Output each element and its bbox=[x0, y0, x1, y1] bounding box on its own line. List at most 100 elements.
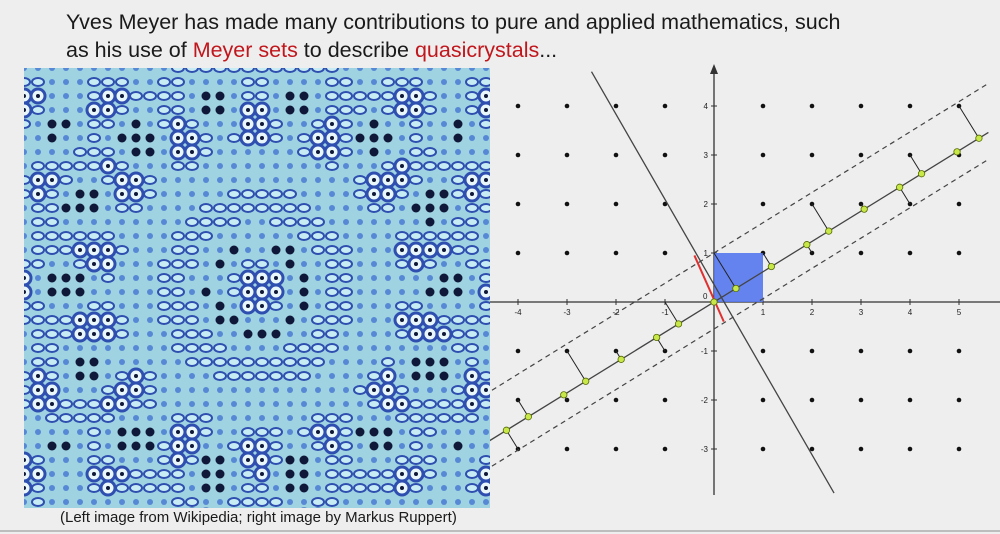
tiling-cell bbox=[31, 217, 45, 227]
tiling-blue-dot bbox=[357, 359, 363, 365]
tiling-blue-dot bbox=[161, 373, 167, 379]
tiling-cell bbox=[311, 68, 325, 73]
tiling-cell bbox=[199, 147, 213, 157]
lattice-point bbox=[564, 446, 570, 452]
tiling-dark-node bbox=[383, 133, 393, 143]
tiling-dark-node bbox=[439, 273, 449, 283]
tiling-blue-dot bbox=[371, 331, 377, 337]
tiling-blue-dot bbox=[231, 303, 237, 309]
tiling-blue-dot bbox=[231, 163, 237, 169]
tiling-blue-dot bbox=[203, 79, 209, 85]
tiling-cell bbox=[31, 329, 45, 339]
tiling-blue-dot bbox=[357, 303, 363, 309]
tiling-blue-dot bbox=[119, 457, 125, 463]
tiling-blue-dot bbox=[427, 68, 433, 71]
tiling-blue-dot bbox=[329, 219, 335, 225]
tiling-cell bbox=[24, 301, 31, 311]
tiling-blue-dot bbox=[371, 317, 377, 323]
tiling-blue-dot bbox=[217, 149, 223, 155]
tiling-cell bbox=[465, 413, 479, 423]
tiling-cell bbox=[269, 497, 283, 507]
tiling-cell bbox=[157, 105, 171, 115]
tiling-blue-dot bbox=[385, 317, 391, 323]
tiling-dark-node bbox=[355, 133, 365, 143]
tiling-dark-node bbox=[131, 427, 141, 437]
tiling-blue-dot bbox=[49, 93, 55, 99]
tiling-blue-dot bbox=[63, 93, 69, 99]
tiling-cell bbox=[157, 315, 171, 325]
tiling-cell bbox=[339, 273, 353, 283]
tiling-cell bbox=[171, 161, 185, 171]
tiling-blue-dot bbox=[77, 68, 83, 71]
tiling-blue-dot bbox=[427, 275, 433, 281]
tiling-blue-dot bbox=[24, 359, 27, 365]
tiling-cell bbox=[339, 469, 353, 479]
tiling-cell bbox=[213, 203, 227, 213]
tiling-blue-dot bbox=[133, 457, 139, 463]
tiling-cell bbox=[339, 119, 353, 129]
tiling-cell bbox=[255, 259, 269, 269]
tiling-blue-dot bbox=[357, 499, 363, 505]
tiling-cell bbox=[157, 273, 171, 283]
tiling-blue-dot bbox=[301, 163, 307, 169]
tiling-dot bbox=[400, 472, 404, 476]
tiling-blue-dot bbox=[189, 275, 195, 281]
tiling-dark-node bbox=[215, 469, 225, 479]
tiling-blue-dot bbox=[147, 219, 153, 225]
tiling-dark-node bbox=[117, 427, 127, 437]
tiling-cell bbox=[129, 399, 143, 409]
tiling-blue-dot bbox=[133, 275, 139, 281]
tiling-blue-dot bbox=[259, 233, 265, 239]
tiling-dark-node bbox=[215, 483, 225, 493]
tiling-dot bbox=[260, 304, 264, 308]
tiling-dark-node bbox=[425, 357, 435, 367]
tiling-blue-dot bbox=[385, 275, 391, 281]
tiling-blue-dot bbox=[259, 149, 265, 155]
tiling-cell bbox=[381, 469, 395, 479]
tiling-blue-dot bbox=[147, 457, 153, 463]
tiling-blue-dot bbox=[24, 163, 27, 169]
tiling-blue-dot bbox=[161, 219, 167, 225]
tiling-blue-dot bbox=[371, 163, 377, 169]
tiling-blue-dot bbox=[371, 79, 377, 85]
tiling-cell bbox=[353, 175, 367, 185]
tiling-cell bbox=[115, 105, 129, 115]
tiling-blue-dot bbox=[77, 93, 83, 99]
tiling-dark-node bbox=[285, 469, 295, 479]
lattice-point bbox=[515, 152, 521, 158]
tiling-dot bbox=[400, 486, 404, 490]
tiling-dark-node bbox=[383, 441, 393, 451]
tiling-cell bbox=[255, 203, 269, 213]
tiling-dot bbox=[260, 276, 264, 280]
tiling-blue-dot bbox=[161, 415, 167, 421]
tiling-cell bbox=[269, 119, 283, 129]
tiling-cell bbox=[241, 91, 255, 101]
tiling-dark-node bbox=[131, 119, 141, 129]
tiling-dot bbox=[260, 122, 264, 126]
tiling-dot bbox=[316, 150, 320, 154]
tiling-blue-dot bbox=[203, 401, 209, 407]
tiling-cell bbox=[339, 413, 353, 423]
tiling-dot bbox=[260, 136, 264, 140]
tiling-dot bbox=[260, 290, 264, 294]
tiling-cell bbox=[339, 91, 353, 101]
tiling-dot bbox=[190, 430, 194, 434]
lattice-point bbox=[613, 397, 619, 403]
tiling-blue-dot bbox=[469, 443, 475, 449]
tiling-cell bbox=[367, 203, 381, 213]
tiling-blue-dot bbox=[441, 107, 447, 113]
tiling-cell bbox=[45, 189, 59, 199]
tiling-blue-dot bbox=[287, 331, 293, 337]
tiling-cell bbox=[339, 315, 353, 325]
tiling-blue-dot bbox=[161, 68, 167, 71]
tiling-blue-dot bbox=[105, 191, 111, 197]
tiling-blue-dot bbox=[287, 401, 293, 407]
tiling-blue-dot bbox=[343, 68, 349, 71]
tiling-blue-dot bbox=[147, 261, 153, 267]
tiling-cell bbox=[185, 68, 199, 73]
tiling-cell bbox=[241, 497, 255, 507]
tiling-dot bbox=[106, 402, 110, 406]
tiling-cell bbox=[465, 91, 479, 101]
tiling-blue-dot bbox=[371, 233, 377, 239]
tiling-cell bbox=[283, 343, 297, 353]
